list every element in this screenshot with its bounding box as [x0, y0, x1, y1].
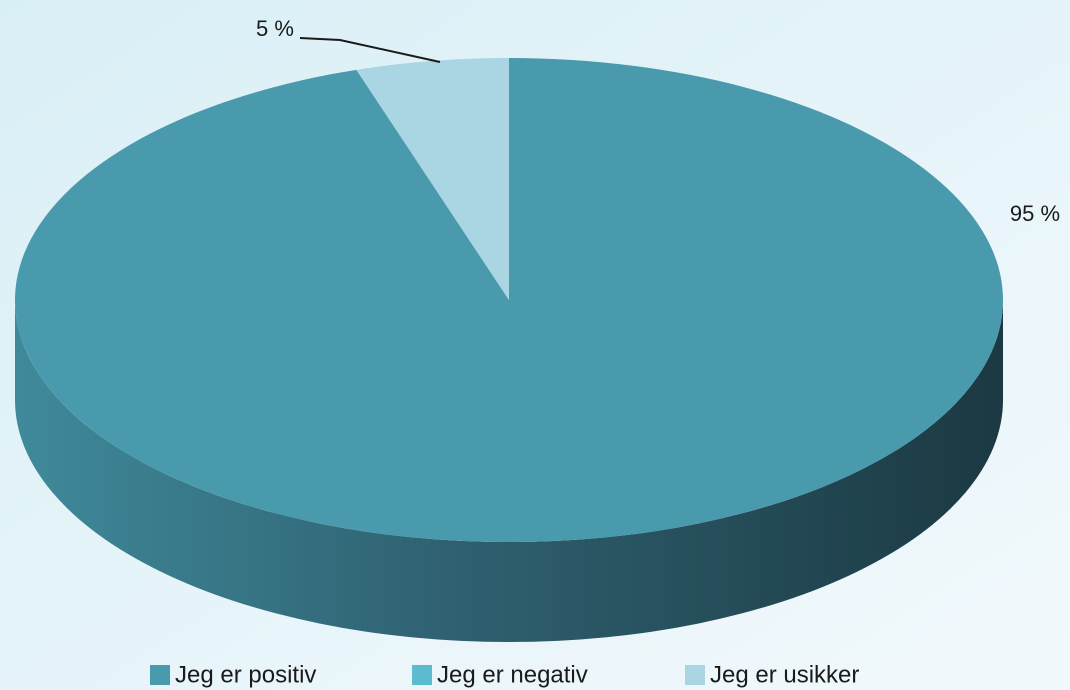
legend: Jeg er positiv Jeg er negativ Jeg er usikk…: [150, 661, 859, 688]
pie: [14, 58, 1004, 642]
value-label: 95 %: [1010, 201, 1060, 226]
slice-side: [15, 300, 1003, 642]
legend-swatch: [150, 665, 170, 685]
legend-label: Jeg er negativ: [437, 661, 588, 688]
slice: [356, 58, 509, 300]
legend-label: Jeg er usikker: [710, 661, 859, 688]
value-label: 5 %: [256, 16, 294, 41]
labels: 95 % 5 %: [256, 16, 1060, 226]
legend-swatch: [685, 665, 705, 685]
leader-line: [299, 37, 441, 63]
legend-swatch: [412, 665, 432, 685]
legend-label: Jeg er positiv: [175, 661, 316, 688]
